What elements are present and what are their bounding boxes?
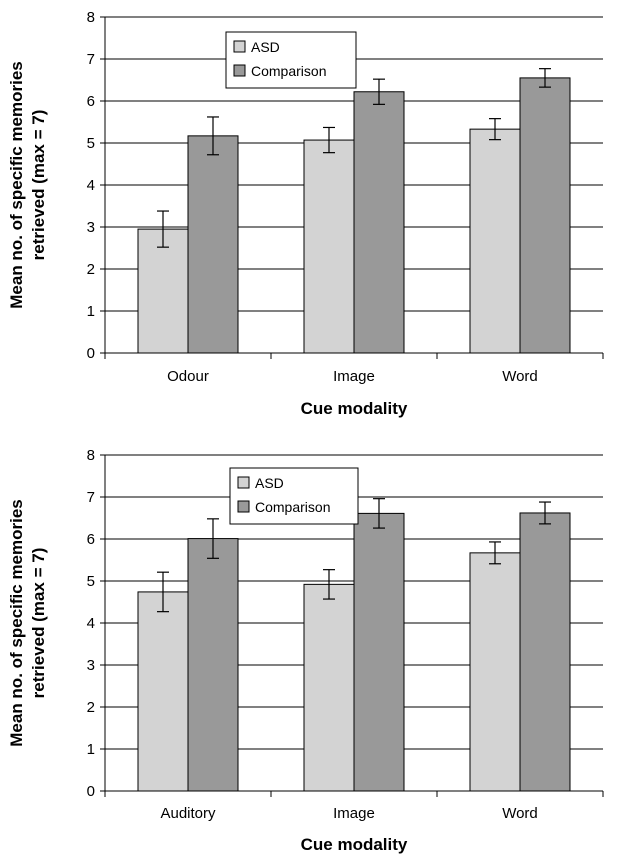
- y-tick-label: 3: [87, 657, 95, 674]
- legend-swatch-asd: [237, 476, 250, 489]
- y-tick-label: 7: [87, 489, 95, 506]
- bar-asd-odour: [137, 228, 189, 354]
- bar-comparison-word: [519, 512, 571, 792]
- x-tick-label: Odour: [167, 368, 209, 385]
- y-tick-label: 1: [87, 741, 95, 758]
- y-tick-label: 7: [87, 51, 95, 68]
- x-tick-label: Word: [502, 805, 538, 822]
- legend-label-asd: ASD: [255, 475, 284, 491]
- legend: ASD Comparison: [225, 31, 357, 89]
- legend-box: [225, 31, 357, 89]
- y-tick-label: 8: [87, 447, 95, 464]
- bar-asd-auditory: [137, 591, 189, 792]
- y-axis-title-line2: retrieved (max = 7): [29, 548, 48, 699]
- bar-comparison-image: [353, 91, 405, 354]
- y-tick-label: 6: [87, 93, 95, 110]
- y-tick-label: 5: [87, 135, 95, 152]
- y-tick-label: 4: [87, 177, 95, 194]
- y-tick-label: 4: [87, 615, 95, 632]
- y-tick-label: 2: [87, 699, 95, 716]
- legend-label-asd: ASD: [251, 39, 280, 55]
- legend-label-comparison: Comparison: [251, 63, 326, 79]
- legend-swatch-comparison: [237, 500, 250, 513]
- bar-asd-word: [469, 128, 521, 354]
- bar-chart-top: 0 1 2 3 4 5 6 7 8 Odour Image Word ASD Comparison Cue …: [7, 9, 604, 418]
- legend: ASD Comparison: [229, 467, 359, 525]
- legend-box: [229, 467, 359, 525]
- y-tick-label: 8: [87, 9, 95, 26]
- bar-comparison-word: [519, 77, 571, 354]
- x-axis-title: Cue modality: [301, 835, 408, 854]
- x-tick-label: Image: [333, 805, 375, 822]
- legend-swatch-asd: [233, 40, 246, 53]
- y-tick-label: 0: [87, 783, 95, 800]
- bar-asd-image: [303, 139, 355, 354]
- x-tick-label: Word: [502, 368, 538, 385]
- bar-comparison-odour: [187, 135, 239, 354]
- y-axis-title-line1: Mean no. of specific memories: [7, 61, 26, 309]
- bar-comparison-auditory: [187, 538, 239, 792]
- y-tick-label: 3: [87, 219, 95, 236]
- y-axis-title-line2: retrieved (max = 7): [29, 110, 48, 261]
- y-tick-label: 5: [87, 573, 95, 590]
- y-tick-label: 2: [87, 261, 95, 278]
- x-tick-label: Auditory: [160, 805, 216, 822]
- y-tick-label: 6: [87, 531, 95, 548]
- y-axis-title-line1: Mean no. of specific memories: [7, 499, 26, 747]
- bar-asd-image: [303, 583, 355, 792]
- legend-label-comparison: Comparison: [255, 499, 330, 515]
- legend-swatch-comparison: [233, 64, 246, 77]
- bar-asd-word: [469, 552, 521, 792]
- x-axis-title: Cue modality: [301, 399, 408, 418]
- bar-chart-bottom: 0 1 2 3 4 5 6 7 8 Auditory Image Word ASD Comparison C…: [7, 447, 604, 854]
- x-tick-label: Image: [333, 368, 375, 385]
- bar-comparison-image: [353, 512, 405, 792]
- y-tick-label: 0: [87, 345, 95, 362]
- y-tick-label: 1: [87, 303, 95, 320]
